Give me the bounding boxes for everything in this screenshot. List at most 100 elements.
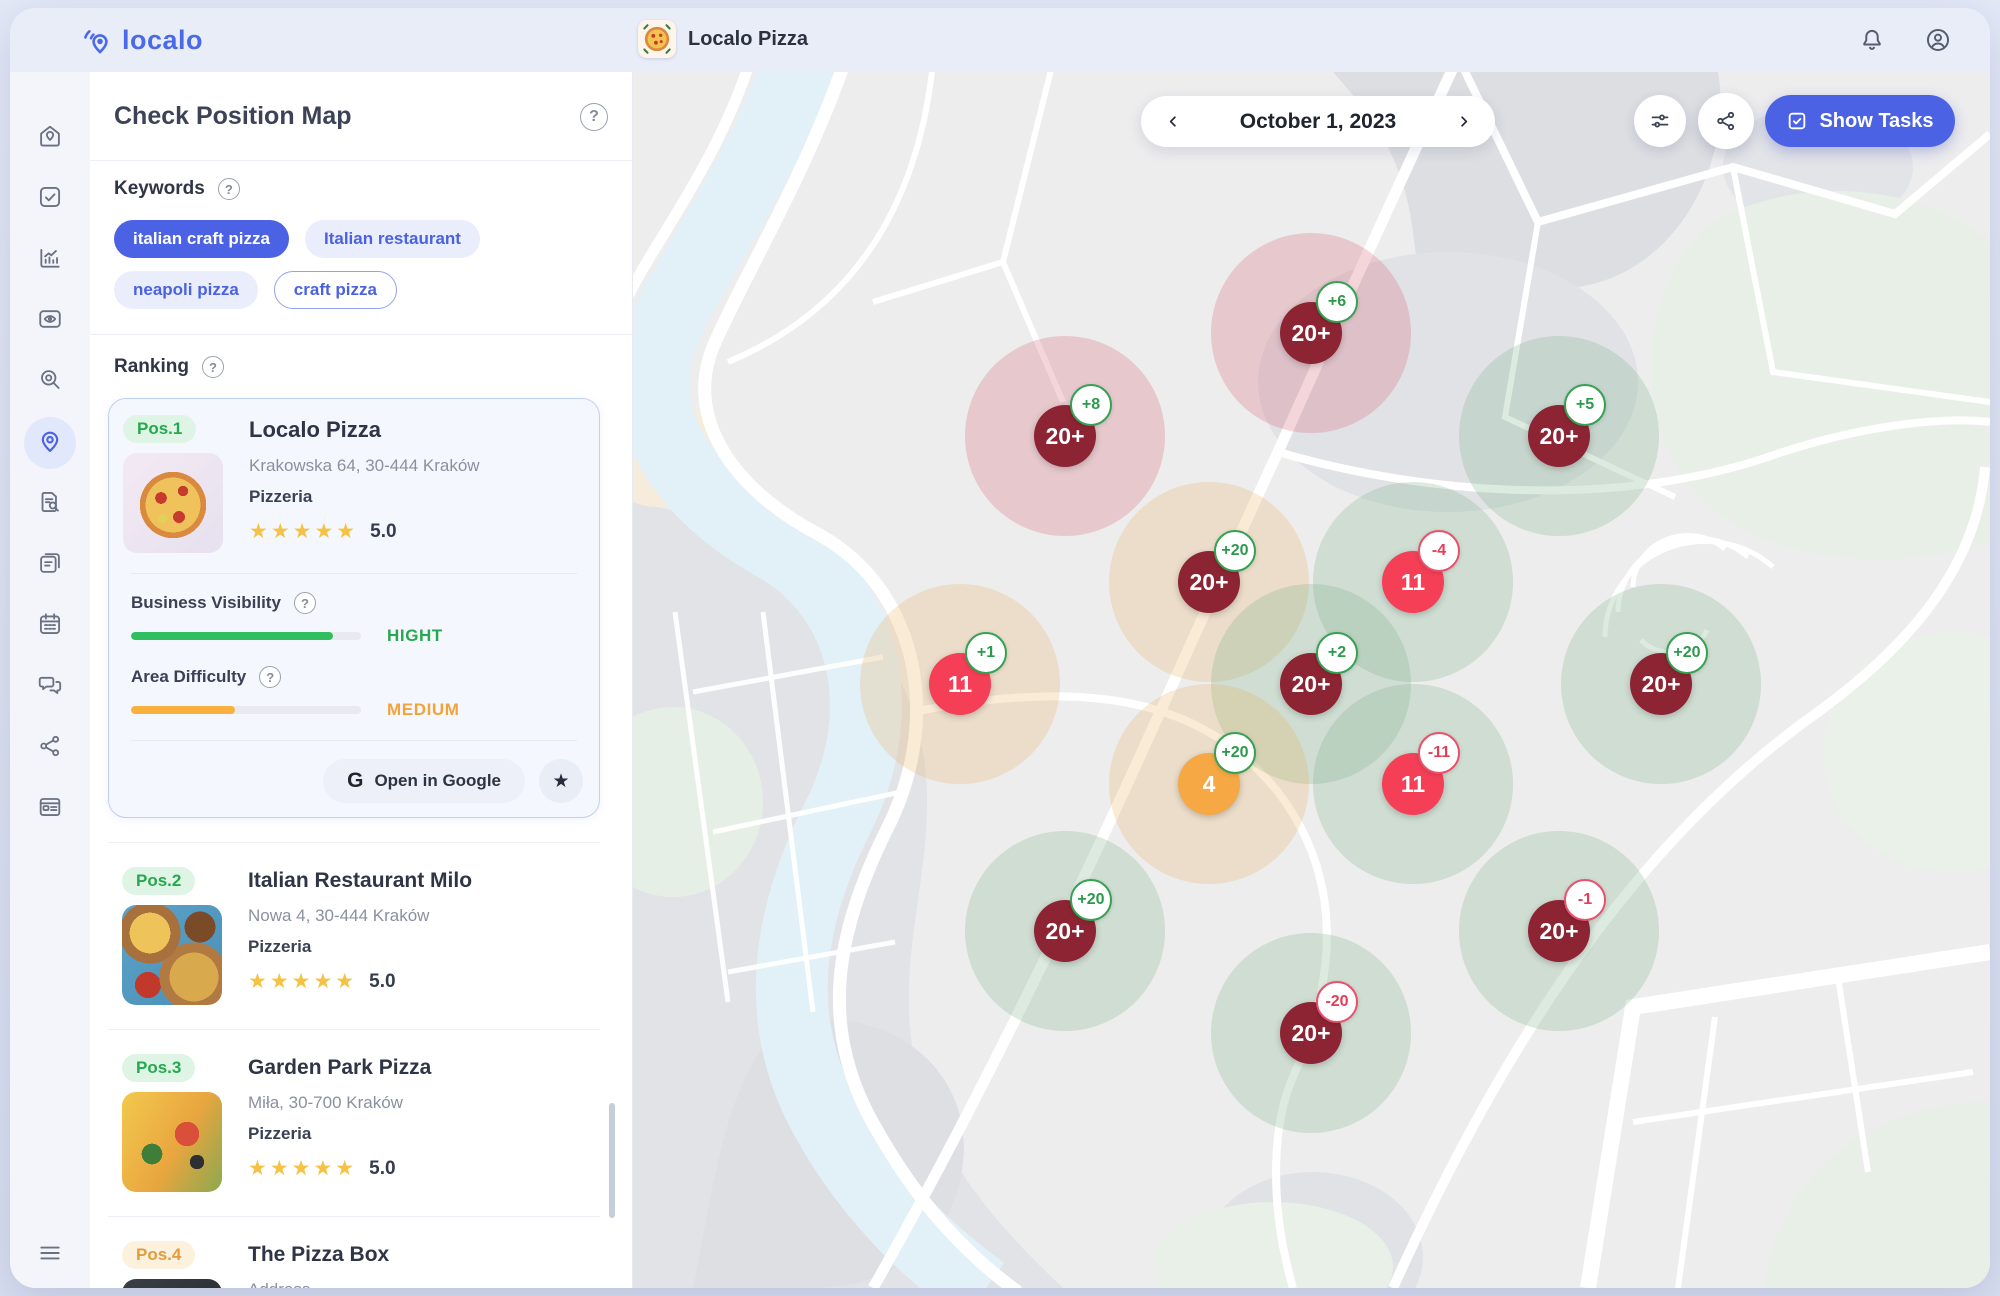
ranking-card[interactable]: Pos.1 Localo Pizza Krakowska 64, 30-444 Kr… [108, 398, 600, 818]
help-icon[interactable]: ? [201, 356, 224, 378]
ranking-left-column: Pos.2 [122, 867, 226, 1005]
sidebar-item-position-check[interactable] [24, 364, 76, 400]
top-header: localo Localo Pizza [10, 8, 1990, 72]
difficulty-metric: Area Difficulty? MEDIUM [123, 666, 585, 720]
visibility-progress-fill [131, 632, 334, 640]
sidebar-item-reviews[interactable] [24, 669, 76, 705]
rating-value: 5.0 [369, 970, 396, 992]
position-check-icon [37, 367, 63, 398]
help-icon[interactable]: ? [293, 592, 316, 614]
previous-date-button[interactable] [1153, 102, 1193, 142]
sidebar-item-stats[interactable] [24, 242, 76, 278]
reviews-icon [37, 672, 63, 703]
map-position-marker[interactable]: 20+ [1528, 405, 1590, 467]
position-map-canvas[interactable]: 20+ +6 20+ +8 20+ +5 20+ +20 11 -4 11 +1 20+ +2 20+ +20… [633, 72, 1990, 1288]
current-date: October 1, 2023 [1239, 109, 1397, 133]
ranking-card-summary: Pos.1 Localo Pizza Krakowska 64, 30-444 Kr… [123, 415, 585, 553]
ranking-card-summary: Pos.4 The Pizza Box Address [122, 1241, 586, 1288]
business-category: Pizzeria [248, 937, 312, 956]
localo-logo[interactable]: localo [80, 23, 203, 57]
sidebar-item-website[interactable] [24, 791, 76, 827]
referral-icon [37, 733, 63, 764]
main-content: Check Position Map ? Keywords ? italian … [10, 72, 1990, 1288]
app-window: localo Localo Pizza [10, 8, 1990, 1288]
open-in-google-button[interactable]: G Open in Google [323, 759, 525, 803]
map-position-marker[interactable]: 11 [1382, 753, 1444, 815]
ranking-card-summary: Pos.3 Garden Park Pizza Miła, 30-700 Krakó… [122, 1054, 586, 1192]
sidebar-item-posts[interactable] [24, 547, 76, 583]
share-map-button[interactable] [1698, 93, 1754, 149]
sliders-icon [1651, 114, 1669, 128]
menu-hamburger-icon[interactable] [10, 1240, 90, 1266]
help-icon[interactable]: ? [580, 102, 608, 131]
business-photo [123, 453, 223, 553]
show-tasks-button[interactable]: Show Tasks [1765, 95, 1955, 147]
position-change-badge: +5 [1564, 384, 1606, 426]
notifications-bell-icon[interactable] [1858, 26, 1886, 54]
google-g-icon: G [347, 769, 364, 792]
help-icon[interactable]: ? [217, 178, 240, 200]
sidebar-item-referral[interactable] [24, 730, 76, 766]
keyword-tag[interactable]: craft pizza [273, 271, 397, 309]
difficulty-value: MEDIUM [387, 700, 460, 719]
position-change-badge: +20 [1070, 879, 1112, 921]
business-photo [122, 1092, 222, 1192]
help-icon[interactable]: ? [259, 666, 282, 688]
business-photo [122, 1279, 222, 1288]
ranking-right-column: Italian Restaurant Milo Nowa 4, 30-444 Kr… [248, 867, 472, 1005]
difficulty-progress-track [131, 706, 361, 714]
position-change-badge: -11 [1418, 732, 1460, 774]
favorite-star-button[interactable]: ★ [539, 759, 583, 803]
ranking-right-column: Garden Park Pizza Miła, 30-700 Kraków Pizz… [248, 1054, 431, 1192]
position-change-badge: +6 [1316, 281, 1358, 323]
sidebar-item-calendar[interactable] [24, 608, 76, 644]
business-name: The Pizza Box [248, 1243, 390, 1266]
map-position-marker[interactable]: 4 [1178, 753, 1240, 815]
calendar-icon [37, 611, 63, 642]
business-address: Address [248, 1280, 389, 1288]
ranking-card[interactable]: Pos.3 Garden Park Pizza Miła, 30-700 Krakó… [108, 1054, 600, 1192]
chevron-left-icon [1169, 116, 1176, 127]
position-change-badge: +8 [1070, 384, 1112, 426]
ranking-card[interactable]: Pos.4 The Pizza Box Address [108, 1241, 600, 1288]
business-name: Localo Pizza [249, 417, 382, 442]
star-rating-icons: ★★★★★ [249, 520, 359, 543]
position-change-badge: -20 [1316, 981, 1358, 1023]
visibility-value: HIGHT [387, 626, 443, 645]
business-address: Nowa 4, 30-444 Kraków [248, 906, 430, 925]
keyword-tag[interactable]: italian craft pizza [114, 220, 289, 258]
rating-value: 5.0 [370, 520, 397, 542]
divider [90, 334, 632, 335]
sidebar-item-audit[interactable] [24, 486, 76, 522]
business-switcher[interactable]: Localo Pizza [638, 20, 808, 58]
tasks-icon [37, 184, 63, 215]
business-category: Pizzeria [249, 487, 313, 506]
map-settings-button[interactable] [1634, 95, 1686, 147]
next-date-button[interactable] [1443, 102, 1483, 142]
rating-row: ★★★★★ 5.0 [249, 519, 480, 544]
ranking-card[interactable]: Pos.2 Italian Restaurant Milo Nowa 4, 30-4… [108, 867, 600, 1005]
map-position-marker[interactable]: 20+ [1280, 653, 1342, 715]
position-badge: Pos.4 [122, 1241, 196, 1269]
position-badge: Pos.3 [122, 1054, 196, 1082]
sidebar-item-tasks[interactable] [24, 181, 76, 217]
position-change-badge: -1 [1564, 879, 1606, 921]
position-badge: Pos.2 [122, 867, 196, 895]
sidebar-item-home[interactable] [24, 120, 76, 156]
panel-scrollbar[interactable] [609, 1103, 615, 1218]
account-profile-icon[interactable] [1924, 26, 1952, 54]
keyword-tag[interactable]: Italian restaurant [304, 220, 480, 258]
map-position-marker[interactable]: 20+ [1630, 653, 1692, 715]
keyword-tag[interactable]: neapoli pizza [114, 271, 258, 309]
visibility-metric: Business Visibility? HIGHT [123, 592, 585, 646]
ranking-label: Ranking [114, 356, 189, 377]
ranking-card-summary: Pos.2 Italian Restaurant Milo Nowa 4, 30-4… [122, 867, 586, 1005]
position-change-badge: +2 [1316, 632, 1358, 674]
share-icon [1717, 111, 1735, 131]
difficulty-progress-fill [131, 706, 235, 714]
difficulty-label: Area Difficulty [131, 667, 247, 686]
map-position-marker[interactable]: 11 [1382, 551, 1444, 613]
sidebar-item-position-map[interactable] [24, 417, 76, 469]
sidebar-item-visibility[interactable] [24, 303, 76, 339]
date-navigator: October 1, 2023 [1141, 96, 1495, 147]
